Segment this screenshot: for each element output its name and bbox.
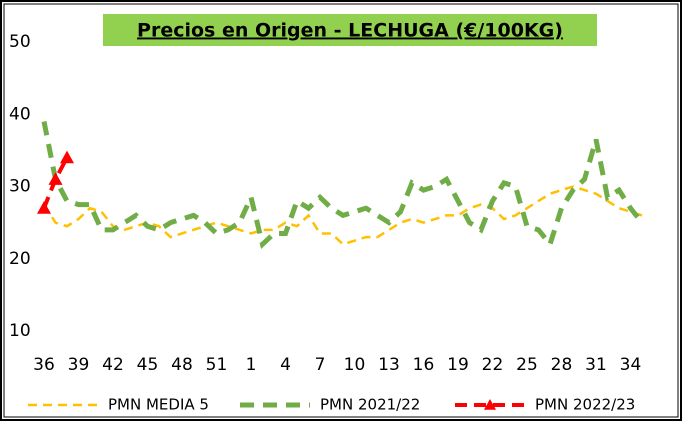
marker (48, 172, 63, 185)
title-box (103, 14, 597, 46)
x-tick-label: 45 (137, 355, 159, 375)
x-tick-label: 19 (447, 355, 469, 375)
x-tick-label: 4 (280, 355, 291, 375)
x-tick-label: 48 (171, 355, 193, 375)
x-tick-label: 16 (413, 355, 435, 375)
x-tick-label: 10 (344, 355, 366, 375)
x-tick-label: 25 (516, 355, 538, 375)
y-tick-label: 30 (9, 177, 31, 197)
y-tick-label: 40 (9, 104, 31, 124)
marker (60, 150, 74, 164)
series-line (42, 156, 69, 209)
x-tick-label: 28 (551, 355, 573, 375)
x-tick-label: 13 (378, 355, 400, 375)
series-line (41, 120, 644, 250)
legend-label: PMN 2022/23 (535, 396, 635, 414)
legend-label: PMN 2021/22 (320, 396, 420, 414)
x-tick-label: 34 (620, 355, 642, 375)
y-tick-label: 50 (9, 32, 31, 52)
chart-border-inner (3, 3, 679, 418)
x-tick-label: 22 (482, 355, 504, 375)
x-tick-label: 36 (33, 355, 55, 375)
x-tick-label: 51 (206, 355, 228, 375)
y-tick-label: 20 (9, 249, 31, 269)
legend-label: PMN MEDIA 5 (108, 396, 209, 414)
x-tick-label: 39 (68, 355, 90, 375)
legend-marker (484, 399, 496, 410)
marker (37, 201, 51, 214)
x-tick-label: 42 (102, 355, 124, 375)
x-tick-label: 1 (246, 355, 257, 375)
y-tick-label: 10 (9, 321, 31, 341)
x-tick-label: 31 (585, 355, 607, 375)
chart-title: Precios en Origen - LECHUGA (€/100KG) (137, 20, 563, 42)
x-tick-label: 7 (315, 355, 326, 375)
